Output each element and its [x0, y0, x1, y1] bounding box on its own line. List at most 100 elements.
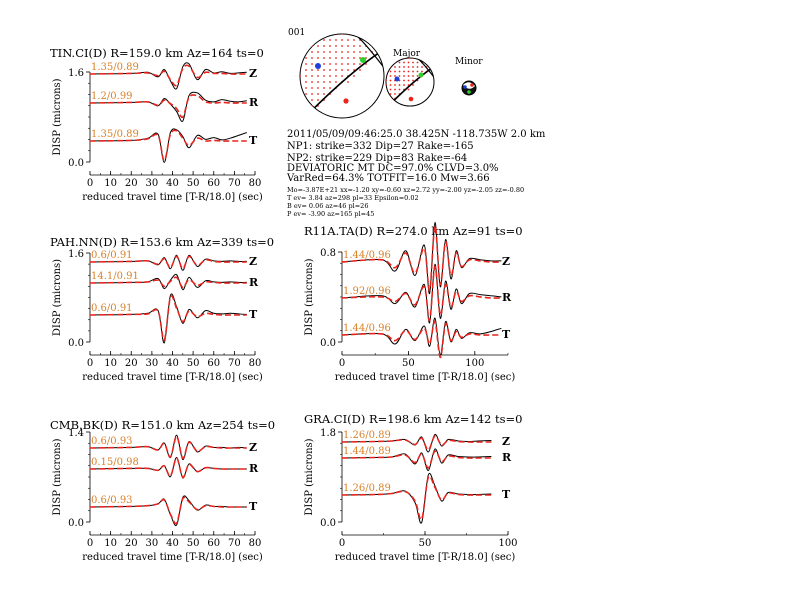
y-axis-label: DISP (microns) — [52, 78, 63, 155]
polarity-dot — [323, 45, 325, 47]
polarity-dot — [300, 117, 301, 118]
polarity-dot — [416, 70, 419, 73]
polarity-dot — [398, 70, 401, 73]
x-tick-label: 70 — [228, 358, 241, 369]
polarity-dot — [416, 75, 419, 77]
x-tick-label: 70 — [228, 178, 241, 189]
polarity-dot — [394, 88, 396, 91]
polarity-dot — [335, 39, 337, 41]
polarity-dot — [407, 58, 410, 59]
component-label: T — [502, 488, 511, 501]
polarity-dot — [347, 81, 349, 83]
polarity-dot — [311, 75, 313, 77]
polarity-dot — [365, 51, 367, 53]
polarity-dot — [398, 75, 401, 77]
polarity-dot — [323, 93, 325, 95]
polarity-dot — [329, 39, 331, 41]
moment-tensor-line: Mo=-3.87E+21 xx=-1.20 xy=-0.60 xz=2.72 y… — [287, 186, 524, 194]
polarity-dot — [359, 63, 361, 65]
observed-trace — [341, 222, 502, 295]
trace-z: 1.44/0.96 Z — [341, 222, 510, 295]
pev-line: P ev= -3.90 az=165 pl=45 — [287, 210, 374, 218]
beachball-minor — [461, 80, 477, 96]
polarity-dot — [425, 58, 428, 59]
polarity-dot — [386, 66, 387, 68]
polarity-dot — [398, 84, 401, 86]
polarity-dot — [403, 61, 405, 64]
y-axis-label: DISP (microns) — [304, 258, 315, 335]
polarity-dot — [323, 69, 325, 71]
x-tick-label: 50 — [402, 358, 415, 369]
fit-label: 1.35/0.89 — [91, 129, 139, 140]
polarity-dot — [323, 75, 325, 77]
polarity-dot — [403, 84, 405, 86]
polarity-dot — [347, 39, 349, 41]
polarity-dot — [403, 75, 405, 77]
polarity-dot — [317, 99, 319, 101]
polarity-dot — [365, 34, 367, 35]
polarity-dot — [359, 51, 361, 53]
tev-line: T ev= 3.84 az=298 pl=33 Epsilon=0.02 — [287, 194, 419, 202]
polarity-dot — [403, 79, 405, 82]
seismogram-panel-4: R11A.TA(D) R=274.0 km Az=91 ts=0 0.8 0.0 DI… — [304, 222, 523, 383]
component-label: R — [249, 462, 259, 475]
polarity-dot — [300, 39, 301, 41]
beachball-outline — [385, 57, 435, 107]
x-tick-label: 100 — [465, 358, 484, 369]
polarity-dot — [329, 63, 331, 65]
fit-label: 1.2/0.99 — [91, 91, 133, 102]
x-tick-label: 10 — [104, 358, 117, 369]
polarity-dot — [383, 39, 384, 41]
polarity-dot — [311, 87, 313, 89]
polarity-dot — [341, 69, 343, 71]
polarity-dot — [305, 63, 307, 65]
polarity-dot — [300, 105, 301, 107]
deviatoric-line: DEVIATORIC MT DC=97.0% CLVD=3.0% — [287, 163, 499, 174]
bev-line: B ev= 0.06 az=46 pl=26 — [287, 202, 368, 210]
polarity-dot — [353, 45, 355, 47]
polarity-dot — [317, 93, 319, 95]
x-tick-label: 80 — [249, 178, 262, 189]
origin-line: 2011/05/09/09:46:25.0 38.425N -118.735W … — [287, 129, 546, 140]
polarity-dot — [311, 111, 313, 113]
synthetic-trace — [89, 255, 247, 270]
polarity-dot — [347, 69, 349, 71]
synthetic-trace — [89, 94, 247, 119]
component-label: Z — [502, 255, 510, 268]
synthetic-trace — [341, 265, 502, 322]
y-tick-label: 0.0 — [68, 158, 84, 169]
station-title: GRA.CI(D) R=198.6 km Az=142 ts=0 — [304, 412, 522, 426]
component-label: T — [249, 134, 258, 147]
polarity-dot — [389, 61, 392, 64]
x-tick-label: 0 — [87, 538, 93, 549]
polarity-dot — [300, 99, 301, 101]
polarity-dot — [300, 51, 301, 53]
synthetic-trace — [89, 457, 247, 479]
polarity-dot — [383, 34, 384, 35]
x-tick-label: 0 — [339, 538, 345, 549]
polarity-dot — [407, 88, 410, 91]
polarity-dot — [394, 84, 396, 86]
synthetic-trace — [89, 435, 247, 460]
polarity-dot — [430, 61, 432, 64]
observed-trace — [89, 293, 247, 344]
polarity-dot — [359, 45, 361, 47]
polarity-dot — [389, 97, 392, 100]
polarity-dot — [398, 66, 401, 68]
polarity-dot — [359, 34, 361, 35]
x-axis-label: reduced travel time [T-R/18.0] (sec) — [335, 552, 516, 563]
polarity-dot — [421, 66, 423, 68]
polarity-dot — [347, 57, 349, 59]
polarity-dot — [300, 45, 301, 47]
major-label: Major — [393, 49, 421, 59]
y-tick-label: 1.8 — [320, 428, 336, 439]
p-axis-marker — [463, 85, 467, 89]
p-axis-marker — [394, 76, 400, 82]
polarity-dot — [323, 51, 325, 53]
polarity-dot — [398, 61, 401, 64]
polarity-dot — [300, 93, 301, 95]
component-label: R — [502, 451, 512, 464]
x-tick-label: 0 — [87, 178, 93, 189]
polarity-dot — [359, 69, 361, 71]
synthetic-trace — [341, 435, 492, 451]
